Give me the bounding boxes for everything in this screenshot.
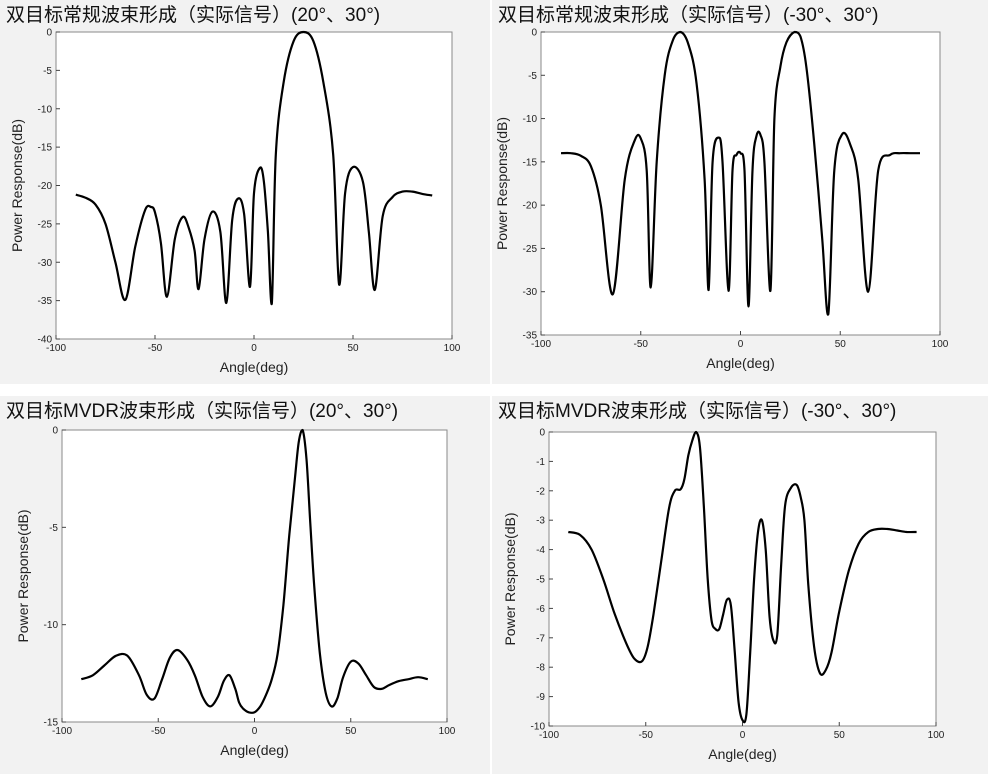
y-tick-label: -10 (38, 104, 53, 115)
y-tick-label: -15 (38, 143, 53, 154)
x-tick-label: 50 (345, 726, 357, 737)
y-tick-label: -10 (523, 114, 538, 125)
chart-panel-bottom-right: 双目标MVDR波束形成（实际信号）(-30°、30°) -100 -50 0 50 10… (492, 396, 988, 774)
chart-title: 双目标常规波束形成（实际信号）(-30°、30°) (498, 5, 879, 26)
y-tick-label: -15 (523, 157, 538, 168)
chart-plot: -100 -50 0 50 100 0 -5 -10 -15 Angle(deg) Power Re… (15, 426, 456, 759)
y-tick-label: -8 (536, 663, 545, 674)
y-tick-label: -5 (43, 66, 52, 77)
y-tick-label: -5 (49, 523, 58, 534)
x-axis-label: Angle(deg) (220, 742, 289, 758)
y-tick-label: 0 (46, 28, 52, 39)
x-tick-label: 0 (738, 339, 744, 350)
series-line (568, 430, 917, 724)
y-tick-label: -40 (38, 335, 53, 346)
y-tick-label: -30 (38, 258, 53, 269)
y-tick-label: -15 (44, 718, 59, 729)
x-tick-label: 50 (347, 343, 359, 354)
plot-area (61, 429, 448, 723)
x-tick-label: 50 (834, 730, 846, 741)
chart-title: 双目标MVDR波束形成（实际信号）(20°、30°) (6, 401, 399, 422)
series-line (560, 30, 920, 316)
y-axis-label: Power Response(dB) (502, 512, 518, 645)
x-tick-label: -50 (639, 730, 654, 741)
chart-plot: -100 -50 0 50 100 0 -5 -10 -15 -20 -25 -30 -35 -40 Ang… (9, 28, 461, 376)
y-tick-label: -3 (536, 516, 545, 527)
x-tick-label: 0 (251, 343, 257, 354)
chart-plot: -100 -50 0 50 100 0 -1 -2 -3 -4 -5 -6 -7 -8 -9 -10 Angle… (502, 428, 945, 763)
x-tick-label: -100 (531, 339, 551, 350)
x-tick-label: 100 (439, 726, 456, 737)
plot-area (540, 31, 941, 336)
x-tick-label: 0 (252, 726, 258, 737)
chart-panel-top-left: 双目标常规波束形成（实际信号）(20°、30°) -100 -50 0 50 100 0-… (0, 0, 490, 384)
x-tick-label: -50 (151, 726, 166, 737)
x-axis-label: Angle(deg) (706, 355, 775, 371)
x-axis-label: Angle(deg) (708, 746, 777, 762)
y-tick-label: -25 (38, 219, 53, 230)
chart-title: 双目标常规波束形成（实际信号）(20°、30°) (6, 5, 381, 26)
y-tick-label: -7 (536, 633, 545, 644)
y-tick-label: -35 (523, 331, 538, 342)
x-tick-label: -100 (46, 343, 66, 354)
y-axis-label: Power Response(dB) (494, 117, 510, 250)
y-tick-label: -4 (536, 545, 545, 556)
y-tick-label: 0 (539, 428, 545, 439)
y-tick-label: -6 (536, 604, 545, 615)
chart-title: 双目标MVDR波束形成（实际信号）(-30°、30°) (498, 401, 897, 422)
y-tick-label: -10 (44, 620, 59, 631)
x-tick-label: 0 (740, 730, 746, 741)
y-tick-label: 0 (52, 426, 58, 437)
y-axis-label: Power Response(dB) (9, 119, 25, 252)
y-tick-label: -10 (531, 722, 546, 733)
y-tick-label: -25 (523, 244, 538, 255)
x-tick-label: 50 (835, 339, 847, 350)
y-axis-label: Power Response(dB) (15, 509, 31, 642)
x-tick-label: -50 (148, 343, 163, 354)
x-tick-label: 100 (928, 730, 945, 741)
x-tick-label: -100 (539, 730, 559, 741)
chart-panel-top-right: 双目标常规波束形成（实际信号）(-30°、30°) -100 -50 0 50 100 0… (492, 0, 988, 384)
y-tick-label: -30 (523, 287, 538, 298)
y-tick-label: -20 (523, 201, 538, 212)
x-tick-label: 100 (444, 343, 461, 354)
y-tick-label: -20 (38, 181, 53, 192)
y-tick-label: -5 (536, 575, 545, 586)
chart-panel-bottom-left: 双目标MVDR波束形成（实际信号）(20°、30°) -100 -50 0 50 100… (0, 396, 490, 774)
x-tick-label: -50 (634, 339, 649, 350)
y-tick-label: 0 (531, 28, 537, 39)
y-tick-label: -5 (528, 71, 537, 82)
y-tick-label: -35 (38, 296, 53, 307)
series-line (75, 30, 433, 305)
chart-plot: -100 -50 0 50 100 0 -5 -10 -15 -20 -25 -30 -35 Angle(… (494, 28, 949, 372)
y-tick-label: -1 (536, 457, 545, 468)
series-line (80, 428, 429, 714)
x-axis-label: Angle(deg) (220, 359, 289, 375)
x-tick-label: 100 (932, 339, 949, 350)
plot-area (548, 431, 937, 727)
x-tick-label: -100 (52, 726, 72, 737)
y-tick-label: -9 (536, 692, 545, 703)
y-tick-label: -2 (536, 486, 545, 497)
